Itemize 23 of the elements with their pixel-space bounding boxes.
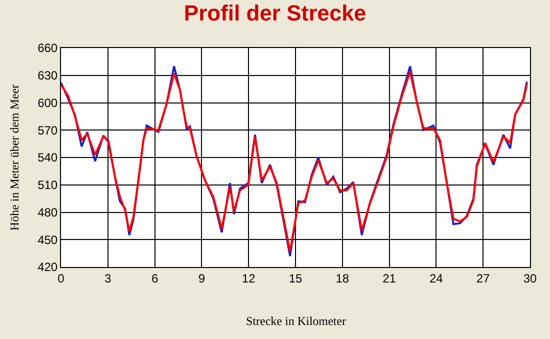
- x-tick-label: 24: [430, 271, 444, 286]
- y-tick-label: 660: [38, 41, 58, 56]
- y-tick-label: 450: [38, 232, 58, 247]
- x-tick-label: 21: [382, 271, 396, 286]
- x-tick-label: 0: [58, 271, 65, 286]
- x-tick-label: 9: [198, 271, 206, 286]
- x-tick-label: 18: [336, 271, 350, 286]
- y-tick-label: 630: [38, 68, 58, 83]
- x-tick-label: 6: [151, 271, 158, 286]
- x-tick-label: 15: [288, 271, 302, 286]
- x-tick-label: 3: [104, 271, 112, 286]
- x-axis-title: Strecke in Kilometer: [246, 314, 346, 328]
- y-tick-label: 540: [38, 150, 58, 165]
- x-tick-label: 12: [242, 271, 256, 286]
- y-tick-label: 600: [38, 96, 58, 110]
- y-tick-label: 420: [38, 260, 58, 274]
- y-tick-label: 510: [38, 178, 58, 192]
- chart-title: Profil der Strecke: [184, 0, 366, 26]
- x-tick-label: 27: [476, 271, 490, 286]
- y-tick-label: 480: [38, 205, 58, 220]
- x-tick-label: 30: [523, 271, 537, 286]
- y-axis-title: Höhe in Meter über dem Meer: [8, 84, 22, 231]
- y-tick-label: 570: [38, 123, 58, 138]
